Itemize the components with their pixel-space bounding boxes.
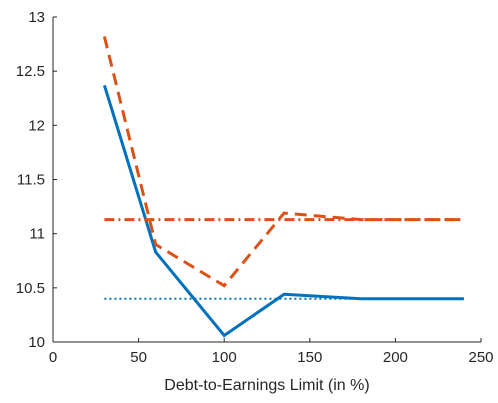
x-axis-title: Debt-to-Earnings Limit (in %) <box>164 377 369 394</box>
x-tick-label: 50 <box>130 349 147 366</box>
x-tick-label: 250 <box>468 349 493 366</box>
axes-layer <box>52 17 481 343</box>
series-line-solid <box>102 84 464 338</box>
y-tick-label: 12 <box>28 117 45 134</box>
series-line-dashed <box>102 36 464 288</box>
series-layer <box>102 36 464 338</box>
x-tick-label: 150 <box>297 349 322 366</box>
y-ticks: 10 10.5 11 11.5 12 12.5 13 <box>16 9 57 351</box>
y-tick-label: 11.5 <box>17 172 45 189</box>
x-tick-label: 0 <box>49 349 57 366</box>
y-tick-label: 12.5 <box>16 63 45 80</box>
y-tick-label: 10.5 <box>16 280 45 297</box>
x-ticks: 0 50 100 150 200 250 <box>49 338 494 366</box>
x-tick-label: 200 <box>383 349 408 366</box>
x-tick-label: 100 <box>212 349 237 366</box>
y-tick-label: 11 <box>29 226 45 243</box>
y-tick-label: 10 <box>28 334 45 351</box>
y-tick-label: 13 <box>28 9 45 26</box>
